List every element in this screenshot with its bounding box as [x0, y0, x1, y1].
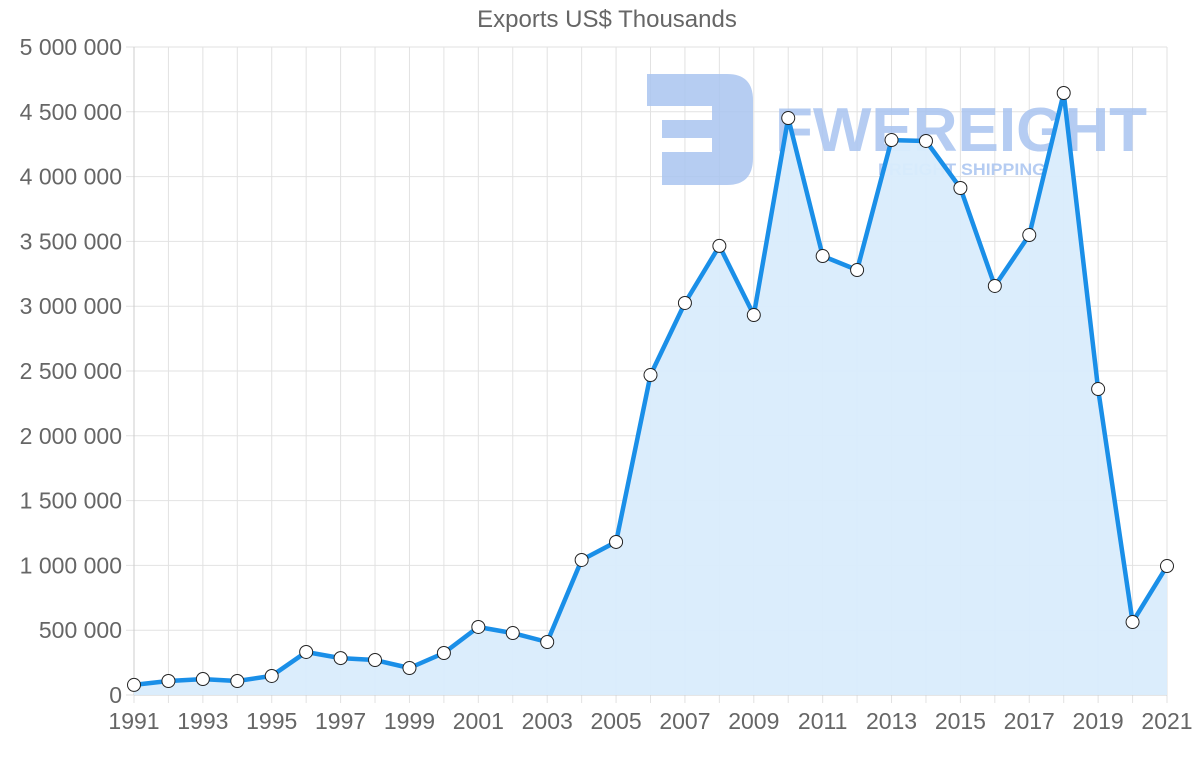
data-point-marker — [1091, 382, 1106, 397]
data-point-marker — [264, 668, 279, 683]
y-tick-label: 4 500 000 — [20, 99, 122, 125]
y-tick-label: 4 000 000 — [20, 164, 122, 190]
data-point-marker — [746, 308, 761, 323]
data-point-marker — [1022, 228, 1037, 243]
y-tick-label: 0 — [109, 682, 122, 708]
x-tick-label: 2011 — [798, 708, 847, 734]
y-tick-label: 2 000 000 — [20, 423, 122, 449]
y-tick-label: 5 000 000 — [20, 34, 122, 60]
x-tick-label: 2001 — [453, 708, 504, 734]
data-point-marker — [333, 651, 348, 666]
data-point-marker — [127, 677, 141, 692]
data-point-marker — [987, 278, 1002, 293]
data-point-marker — [436, 646, 451, 661]
data-point-marker — [884, 133, 899, 148]
data-point-marker — [1056, 86, 1071, 101]
data-point-marker — [299, 644, 314, 659]
logo-mark-icon — [647, 74, 753, 185]
data-point-marker — [195, 672, 210, 687]
x-tick-label: 1999 — [384, 708, 435, 734]
data-point-marker — [505, 626, 520, 641]
data-point-marker — [953, 181, 968, 196]
x-tick-label: 2017 — [1004, 708, 1055, 734]
x-tick-label: 2009 — [728, 708, 779, 734]
x-tick-label: 2021 — [1141, 708, 1192, 734]
x-tick-label: 2007 — [659, 708, 710, 734]
y-tick-label: 1 000 000 — [20, 552, 122, 578]
data-point-marker — [815, 249, 830, 264]
area-fill — [134, 93, 1167, 695]
data-point-marker — [677, 295, 692, 310]
x-tick-label: 2003 — [522, 708, 573, 734]
x-tick-label: 1993 — [177, 708, 228, 734]
data-point-marker — [850, 263, 865, 278]
x-tick-label: 1995 — [246, 708, 297, 734]
x-tick-label: 1997 — [315, 708, 366, 734]
y-tick-label: 1 500 000 — [20, 488, 122, 514]
watermark-brand: FWEREIGHT — [775, 96, 1147, 165]
y-tick-label: 500 000 — [39, 617, 122, 643]
data-point-marker — [574, 552, 589, 567]
data-point-marker — [918, 133, 933, 148]
data-points — [127, 86, 1174, 692]
data-point-marker — [402, 661, 417, 676]
x-tick-label: 2015 — [935, 708, 986, 734]
data-point-marker — [609, 534, 624, 549]
data-point-marker — [712, 238, 727, 253]
area-fill-path — [134, 93, 1167, 695]
data-point-marker — [781, 111, 796, 126]
x-tick-label: 1991 — [108, 708, 159, 734]
x-tick-label: 2013 — [866, 708, 917, 734]
y-axis: 0 500 000 1 000 000 1 500 000 2 000 000 2 500… — [20, 34, 122, 708]
y-tick-label: 3 500 000 — [20, 228, 122, 254]
x-tick-label: 2019 — [1073, 708, 1124, 734]
data-point-marker — [368, 653, 383, 668]
data-point-marker — [230, 674, 245, 689]
data-point-marker — [1160, 559, 1174, 574]
data-point-marker — [643, 368, 658, 383]
data-point-marker — [540, 634, 555, 649]
y-tick-label: 2 500 000 — [20, 358, 122, 384]
chart-title: Exports US$ Thousands — [477, 6, 737, 33]
y-tick-label: 3 000 000 — [20, 293, 122, 319]
data-point-marker — [471, 619, 486, 634]
x-axis: 1991 1993 1995 1997 1999 2001 2003 2005 2007 2009… — [108, 708, 1192, 734]
x-tick-label: 2005 — [590, 708, 641, 734]
data-point-marker — [1125, 615, 1140, 630]
data-point-marker — [161, 674, 176, 689]
